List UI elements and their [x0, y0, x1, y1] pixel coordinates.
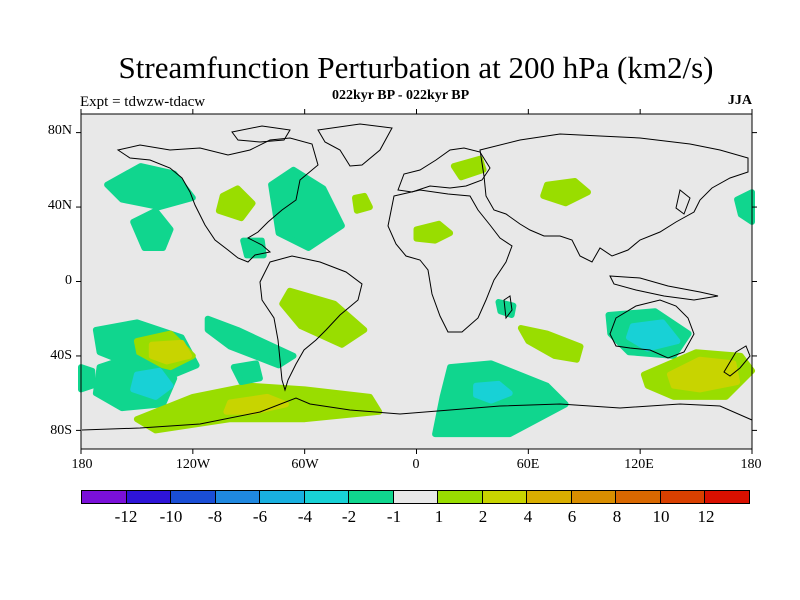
lat-tick-label: 80N [47, 123, 72, 138]
colorbar-label: 4 [523, 507, 533, 526]
colorbar-swatch [660, 491, 706, 503]
coastline-north-america [116, 137, 319, 263]
coastline-australia [609, 299, 695, 359]
lon-tick-label: 0 [412, 457, 420, 472]
axis-ticks [76, 109, 757, 454]
coastline-greenland [317, 123, 393, 167]
contour-region [626, 319, 681, 352]
colorbar-label: 8 [612, 507, 622, 526]
lat-tick-label: 40N [47, 198, 72, 213]
contour-region [667, 356, 741, 393]
coastline-europe [397, 147, 491, 193]
contour-region [148, 339, 193, 365]
contour-region [279, 287, 368, 348]
colorbar-swatch [527, 491, 572, 503]
contour-fill-regions [78, 155, 755, 438]
colorbar-swatch [260, 491, 305, 503]
lon-tick-label: 180 [71, 457, 93, 472]
colorbar-label: 1 [434, 507, 444, 526]
coastline-south-america [259, 255, 363, 392]
colorbar-label: -12 [114, 507, 138, 526]
colorbar-label: -6 [252, 507, 268, 526]
contour-region [215, 185, 256, 222]
map-background [81, 114, 752, 449]
colorbar-swatch [82, 491, 127, 503]
colorbar-label: 12 [697, 507, 715, 526]
contour-region [78, 364, 96, 393]
colorbar-swatch [126, 491, 172, 503]
coastline-asia [479, 133, 749, 263]
colorbar-swatch [393, 491, 439, 503]
lat-tick-label: 40S [50, 348, 72, 363]
colorbar-label: 10 [652, 507, 670, 526]
colorbar-swatch [349, 491, 394, 503]
colorbar-swatch [482, 491, 528, 503]
colorbar-label: -4 [297, 507, 313, 526]
coastline-madagascar [503, 295, 513, 320]
colorbar-swatch [571, 491, 617, 503]
contour-region [450, 155, 487, 181]
contour-region [230, 360, 263, 385]
colorbar-label: -10 [159, 507, 183, 526]
coastline-africa [387, 189, 513, 333]
coastline-new-zealand [723, 345, 751, 377]
colorbar-label: -8 [207, 507, 223, 526]
contour-region [130, 367, 174, 400]
lat-tick-label: 0 [65, 273, 72, 288]
coastlines [81, 123, 753, 431]
contour-region [473, 380, 513, 404]
colorbar-label: -1 [386, 507, 402, 526]
coastline-indonesia [609, 275, 719, 301]
chart-subtitle: 022kyr BP - 022kyr BP [332, 88, 470, 103]
contour-region [495, 299, 517, 318]
lon-tick-label: 120E [624, 457, 654, 472]
coastline-japan [675, 189, 691, 215]
colorbar-swatch [616, 491, 661, 503]
lon-tick-label: 60W [291, 457, 319, 472]
colorbar-swatch [705, 491, 749, 503]
colorbar-swatch [438, 491, 483, 503]
lon-tick-label: 60E [516, 457, 540, 472]
contour-region [540, 178, 591, 207]
chart-title: Streamfunction Perturbation at 200 hPa (… [118, 50, 714, 85]
coastline-arctic-islands [231, 125, 291, 143]
lat-tick-label: 80S [50, 423, 72, 438]
coastline-antarctica [81, 397, 753, 431]
contour-region [240, 237, 267, 259]
contour-region [268, 166, 345, 251]
contour-region [204, 315, 297, 369]
colorbar-swatch [215, 491, 261, 503]
contour-region [130, 207, 174, 251]
season-label: JJA [727, 93, 752, 108]
lon-tick-label: 180 [740, 457, 762, 472]
lon-tick-label: 120W [175, 457, 211, 472]
contour-region [413, 220, 454, 244]
colorbar-swatch [304, 491, 350, 503]
colorbar-swatch [171, 491, 216, 503]
contour-region [517, 325, 584, 363]
experiment-label: Expt = tdwzw-tdacw [80, 94, 206, 110]
colorbar-label: -2 [341, 507, 357, 526]
contour-region [104, 163, 196, 211]
contour-region [352, 192, 373, 214]
colorbar [81, 490, 750, 504]
colorbar-label: 2 [478, 507, 488, 526]
colorbar-label: 6 [567, 507, 577, 526]
